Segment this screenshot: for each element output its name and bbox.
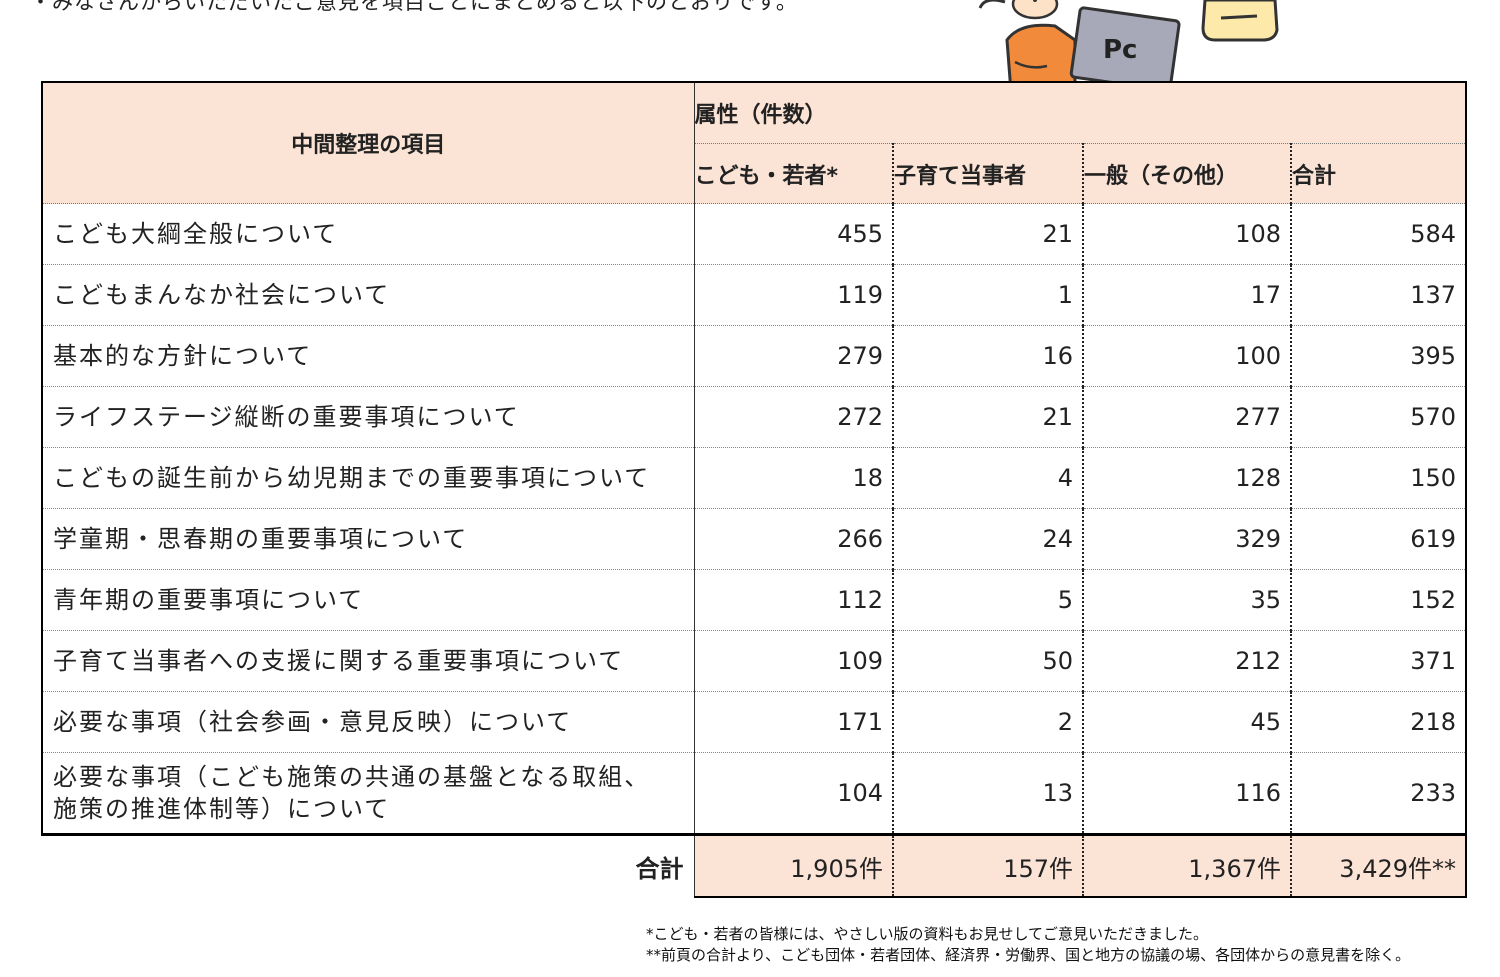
opinion-count-table: 中間整理の項目 属性（件数） こども・若者* 子育て当事者 一般（その他） 合計… bbox=[41, 81, 1468, 898]
cell-children-youth: 455 bbox=[694, 203, 894, 265]
person-with-laptop-illustration: Pc bbox=[978, 0, 1279, 94]
table-row: ライフステージ縦断の重要事項について 272 21 277 570 bbox=[41, 386, 1468, 448]
cell-general: 329 bbox=[1083, 508, 1292, 570]
cell-total: 371 bbox=[1291, 630, 1468, 692]
cell-total: 619 bbox=[1291, 508, 1468, 570]
row-item: 子育て当事者への支援に関する重要事項について bbox=[41, 630, 695, 692]
cell-total: 570 bbox=[1291, 386, 1468, 448]
table-row: こどもまんなか社会について 119 1 17 137 bbox=[41, 264, 1468, 326]
cell-parents: 4 bbox=[893, 447, 1084, 509]
cell-parents: 21 bbox=[893, 203, 1084, 265]
row-item: 青年期の重要事項について bbox=[41, 569, 695, 631]
cell-general: 100 bbox=[1083, 325, 1292, 387]
total-children-youth: 1,905件 bbox=[694, 834, 894, 898]
table-row: こどもの誕生前から幼児期までの重要事項について 18 4 128 150 bbox=[41, 447, 1468, 509]
footnote-2: **前頁の合計より、こども団体・若者団体、経済界・労働界、国と地方の協議の場、各… bbox=[646, 946, 1411, 964]
cell-children-youth: 104 bbox=[694, 752, 894, 836]
cell-parents: 2 bbox=[893, 691, 1084, 753]
row-item-line-2: 施策の推進体制等）について bbox=[53, 795, 391, 823]
cell-general: 116 bbox=[1083, 752, 1292, 836]
table-row: こども大綱全般について 455 21 108 584 bbox=[41, 203, 1468, 265]
table-row: 青年期の重要事項について 112 5 35 152 bbox=[41, 569, 1468, 631]
cell-total: 584 bbox=[1291, 203, 1468, 265]
cell-total: 395 bbox=[1291, 325, 1468, 387]
total-label: 合計 bbox=[42, 834, 695, 897]
cell-children-youth: 266 bbox=[694, 508, 894, 570]
cell-children-youth: 109 bbox=[694, 630, 894, 692]
cell-parents: 21 bbox=[893, 386, 1084, 448]
cell-general: 128 bbox=[1083, 447, 1292, 509]
cell-children-youth: 279 bbox=[694, 325, 894, 387]
total-general: 1,367件 bbox=[1083, 834, 1292, 898]
column-header-total: 合計 bbox=[1291, 143, 1468, 204]
cell-children-youth: 171 bbox=[694, 691, 894, 753]
row-item: こどもの誕生前から幼児期までの重要事項について bbox=[41, 447, 695, 509]
column-header-children-youth: こども・若者* bbox=[694, 143, 894, 204]
cell-total: 150 bbox=[1291, 447, 1468, 509]
row-item: こどもまんなか社会について bbox=[41, 264, 695, 326]
cell-children-youth: 119 bbox=[694, 264, 894, 326]
cell-parents: 16 bbox=[893, 325, 1084, 387]
footnote-1: *こども・若者の皆様には、やさしい版の資料もお見せしてご意見いただきました。 bbox=[646, 925, 1209, 943]
table-row: 子育て当事者への支援に関する重要事項について 109 50 212 371 bbox=[41, 630, 1468, 692]
total-parents: 157件 bbox=[893, 834, 1084, 898]
table-row: 基本的な方針について 279 16 100 395 bbox=[41, 325, 1468, 387]
total-all: 3,429件** bbox=[1291, 834, 1468, 898]
cell-total: 233 bbox=[1291, 752, 1468, 836]
row-item-line-1: 必要な事項（こども施策の共通の基盤となる取組、 bbox=[53, 763, 651, 791]
table-row: 必要な事項（こども施策の共通の基盤となる取組、 施策の推進体制等）について 10… bbox=[41, 752, 1468, 836]
footnotes: *こども・若者の皆様には、やさしい版の資料もお見せしてご意見いただきました。 *… bbox=[646, 924, 1410, 966]
cell-general: 277 bbox=[1083, 386, 1292, 448]
row-item: 基本的な方針について bbox=[41, 325, 695, 387]
cell-parents: 24 bbox=[893, 508, 1084, 570]
table-row: 学童期・思春期の重要事項について 266 24 329 619 bbox=[41, 508, 1468, 570]
cell-parents: 13 bbox=[893, 752, 1084, 836]
column-header-general: 一般（その他） bbox=[1083, 143, 1292, 204]
row-item: ライフステージ縦断の重要事項について bbox=[41, 386, 695, 448]
cell-total: 218 bbox=[1291, 691, 1468, 753]
attribute-header: 属性（件数） bbox=[694, 81, 1468, 144]
total-row: 合計 1,905件 157件 1,367件 3,429件** bbox=[42, 834, 1468, 898]
row-item: 必要な事項（こども施策の共通の基盤となる取組、 施策の推進体制等）について bbox=[41, 752, 695, 836]
cell-parents: 1 bbox=[893, 264, 1084, 326]
items-header: 中間整理の項目 bbox=[41, 81, 695, 204]
cell-children-youth: 112 bbox=[694, 569, 894, 631]
cell-parents: 5 bbox=[893, 569, 1084, 631]
column-header-parents: 子育て当事者 bbox=[893, 143, 1084, 204]
cell-parents: 50 bbox=[893, 630, 1084, 692]
table-row: 必要な事項（社会参画・意見反映）について 171 2 45 218 bbox=[41, 691, 1468, 753]
laptop-label: Pc bbox=[1103, 35, 1137, 65]
cell-general: 108 bbox=[1083, 203, 1292, 265]
row-item: 必要な事項（社会参画・意見反映）について bbox=[41, 691, 695, 753]
row-item: こども大綱全般について bbox=[41, 203, 695, 265]
cell-children-youth: 18 bbox=[694, 447, 894, 509]
intro-text: ・みなさんからいただいたご意見を項目ごとにまとめると以下のとおりです。 bbox=[30, 0, 798, 14]
cell-general: 45 bbox=[1083, 691, 1292, 753]
row-item: 学童期・思春期の重要事項について bbox=[41, 508, 695, 570]
cell-total: 152 bbox=[1291, 569, 1468, 631]
cell-general: 212 bbox=[1083, 630, 1292, 692]
cell-general: 35 bbox=[1083, 569, 1292, 631]
cell-children-youth: 272 bbox=[694, 386, 894, 448]
cell-general: 17 bbox=[1083, 264, 1292, 326]
cell-total: 137 bbox=[1291, 264, 1468, 326]
